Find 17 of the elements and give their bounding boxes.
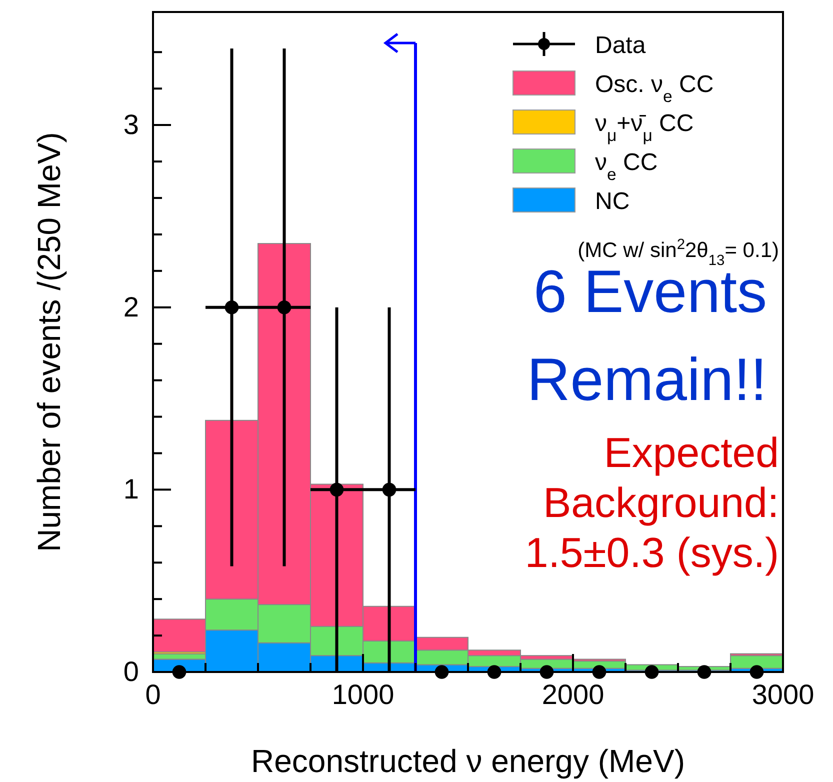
y-axis-title: Number of events /(250 MeV)	[31, 132, 67, 552]
x-tick-label: 2000	[542, 678, 604, 710]
x-tick-label: 3000	[752, 678, 814, 710]
legend-label: ν$_{e}$ CC	[595, 149, 658, 184]
x-tick-label: 1000	[332, 678, 394, 710]
legend-label: Osc. ν$_{e}$ CC	[595, 71, 714, 106]
y-tick-label: 0	[123, 656, 139, 687]
x-tick-label: 0	[145, 678, 161, 710]
legend-label: Data	[595, 32, 646, 59]
x-axis-title: Reconstructed ν energy (MeV)	[251, 743, 685, 779]
y-tick-label: 3	[123, 109, 139, 140]
y-tick-label: 1	[123, 474, 139, 505]
legend-label: ν$_{μ}$+ν̄$_{μ}$ CC	[595, 110, 694, 144]
y-tick-label: 2	[123, 291, 139, 322]
annotation: Expected Background: 1.5±0.3 (sys.)	[524, 429, 779, 576]
legend-label: NC	[595, 188, 630, 215]
annotation: (MC w/ sin$^{2}$2θ$_{13}$= 0.1)	[578, 237, 779, 269]
